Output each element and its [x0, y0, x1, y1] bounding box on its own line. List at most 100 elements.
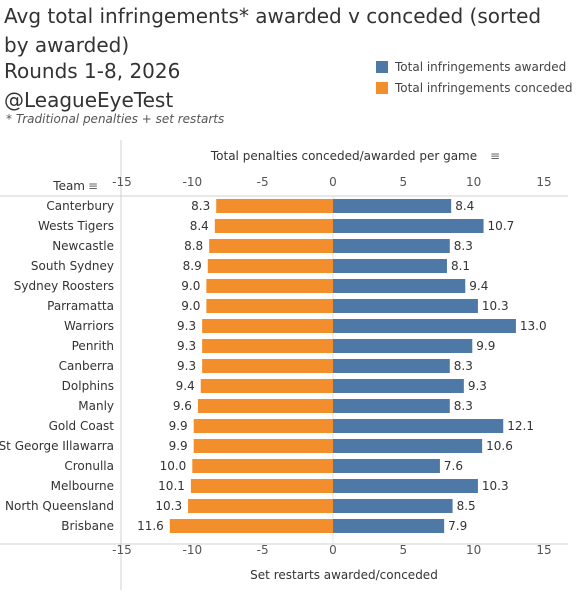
bar-awarded [333, 419, 504, 433]
row-sort-icon: ≡ [88, 179, 98, 193]
bar-awarded [333, 339, 473, 353]
chart-title: Avg total infringements* awarded v conce… [4, 4, 542, 57]
chart-subtitle: Rounds 1-8, 2026 [4, 59, 181, 83]
bar-awarded [333, 379, 464, 393]
team-label: Canterbury [46, 199, 114, 213]
value-label-awarded: 9.9 [476, 339, 495, 353]
value-label-awarded: 8.5 [457, 499, 476, 513]
bar-conceded [200, 379, 333, 393]
bar-conceded [192, 459, 333, 473]
bar-awarded [333, 199, 452, 213]
bar-awarded [333, 219, 484, 233]
bar-conceded [190, 479, 333, 493]
value-label-conceded: 9.0 [181, 279, 200, 293]
bar-conceded [202, 359, 333, 373]
value-label-conceded: 9.3 [177, 319, 196, 333]
value-label-conceded: 9.3 [177, 359, 196, 373]
team-label: Dolphins [62, 379, 114, 393]
bar-conceded [216, 199, 333, 213]
bottom-tick-label: -5 [257, 543, 269, 557]
value-label-awarded: 10.6 [486, 439, 513, 453]
team-label: Cronulla [64, 459, 114, 473]
value-label-awarded: 7.6 [444, 459, 463, 473]
bar-conceded [193, 439, 333, 453]
value-label-awarded: 9.4 [469, 279, 488, 293]
value-label-conceded: 10.3 [155, 499, 182, 513]
bar-awarded [333, 519, 445, 533]
top-tick-label: -5 [257, 175, 269, 189]
team-label: St George Illawarra [0, 439, 114, 453]
team-label: Melbourne [51, 479, 114, 493]
team-label: Gold Coast [49, 419, 115, 433]
bar-awarded [333, 259, 447, 273]
team-label: South Sydney [31, 259, 114, 273]
bar-awarded [333, 459, 440, 473]
bottom-tick-label: 5 [400, 543, 408, 557]
team-label: Penrith [72, 339, 114, 353]
bar-conceded [209, 239, 333, 253]
value-label-awarded: 7.9 [448, 519, 467, 533]
bottom-tick-label: 10 [466, 543, 481, 557]
value-label-awarded: 9.3 [468, 379, 487, 393]
value-label-conceded: 9.4 [176, 379, 195, 393]
value-label-conceded: 10.0 [160, 459, 187, 473]
bar-awarded [333, 439, 483, 453]
value-label-conceded: 8.8 [184, 239, 203, 253]
bottom-axis-title: Set restarts awarded/conceded [250, 568, 438, 582]
bar-conceded [197, 399, 333, 413]
value-label-awarded: 12.1 [507, 419, 534, 433]
team-label: Manly [78, 399, 114, 413]
value-label-awarded: 8.3 [454, 399, 473, 413]
bottom-tick-label: 0 [329, 543, 337, 557]
bar-awarded [333, 239, 450, 253]
team-label: Parramatta [47, 299, 114, 313]
value-label-conceded: 11.6 [137, 519, 164, 533]
top-tick-label: 0 [329, 175, 337, 189]
value-label-conceded: 9.3 [177, 339, 196, 353]
bar-awarded [333, 479, 478, 493]
value-label-conceded: 9.9 [169, 439, 188, 453]
bottom-tick-label: -10 [182, 543, 202, 557]
team-label: Canberra [59, 359, 114, 373]
bar-conceded [188, 499, 333, 513]
team-label: Sydney Roosters [14, 279, 114, 293]
footnote: * Traditional penalties + set restarts [6, 112, 225, 126]
bar-awarded [333, 499, 453, 513]
bar-conceded [206, 279, 333, 293]
value-label-awarded: 8.1 [451, 259, 470, 273]
bar-awarded [333, 299, 478, 313]
value-label-awarded: 13.0 [520, 319, 547, 333]
value-label-awarded: 10.7 [488, 219, 515, 233]
value-label-conceded: 9.0 [181, 299, 200, 313]
bottom-tick-label: 15 [536, 543, 551, 557]
bar-conceded [214, 219, 333, 233]
value-label-awarded: 8.4 [455, 199, 474, 213]
top-tick-label: -15 [112, 175, 132, 189]
value-label-conceded: 8.4 [190, 219, 209, 233]
value-label-awarded: 10.3 [482, 299, 509, 313]
bar-conceded [207, 259, 333, 273]
team-label: Wests Tigers [38, 219, 114, 233]
value-label-awarded: 10.3 [482, 479, 509, 493]
sort-icon: ≡ [490, 149, 500, 163]
team-label: North Queensland [5, 499, 114, 513]
value-label-conceded: 8.9 [183, 259, 202, 273]
top-tick-label: -10 [182, 175, 202, 189]
value-label-conceded: 10.1 [158, 479, 185, 493]
value-label-awarded: 8.3 [454, 239, 473, 253]
legend-item-awarded[interactable]: Total infringements awarded [376, 56, 572, 77]
legend-item-conceded[interactable]: Total infringements conceded [376, 77, 572, 98]
legend: Total infringements awarded Total infrin… [376, 56, 572, 98]
bar-conceded [169, 519, 333, 533]
top-tick-label: 5 [400, 175, 408, 189]
bar-conceded [193, 419, 333, 433]
bar-awarded [333, 399, 450, 413]
bar-awarded [333, 319, 516, 333]
author-handle: @LeagueEyeTest [4, 88, 174, 112]
legend-label-awarded: Total infringements awarded [395, 59, 567, 74]
value-label-conceded: 8.3 [191, 199, 210, 213]
bar-awarded [333, 279, 466, 293]
legend-swatch-awarded [376, 60, 388, 73]
bar-awarded [333, 359, 450, 373]
